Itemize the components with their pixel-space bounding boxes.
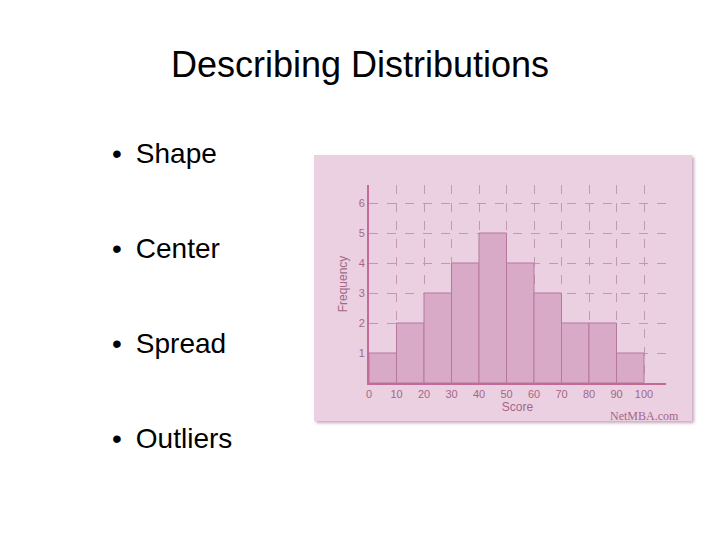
svg-text:5: 5 [359, 227, 365, 239]
html-text:Center: Center [135, 233, 220, 264]
svg-text:NetMBA.com: NetMBA.com [610, 409, 679, 421]
svg-text:20: 20 [418, 388, 430, 400]
svg-text:90: 90 [610, 388, 622, 400]
svg-text:2: 2 [359, 317, 365, 329]
svg-text:70: 70 [555, 388, 567, 400]
svg-text:50: 50 [500, 388, 512, 400]
svg-text:Frequency: Frequency [336, 256, 350, 313]
svg-text:100: 100 [635, 388, 653, 400]
svg-text:1: 1 [359, 347, 365, 359]
svg-text:Score: Score [502, 400, 534, 414]
svg-text:80: 80 [583, 388, 595, 400]
svg-text:30: 30 [445, 388, 457, 400]
svg-text:3: 3 [359, 287, 365, 299]
svg-text:60: 60 [528, 388, 540, 400]
svg-text:10: 10 [390, 388, 402, 400]
html-text:Shape: Shape [135, 138, 217, 169]
svg-text:0: 0 [366, 388, 372, 400]
html-text:Describing Distributions: Describing Distributions [170, 44, 550, 85]
html-text:Spread: Spread [135, 328, 227, 359]
svg-text:40: 40 [473, 388, 485, 400]
svg-text:6: 6 [359, 197, 365, 209]
html-text:Outliers: Outliers [135, 423, 233, 454]
svg-text:4: 4 [359, 257, 365, 269]
